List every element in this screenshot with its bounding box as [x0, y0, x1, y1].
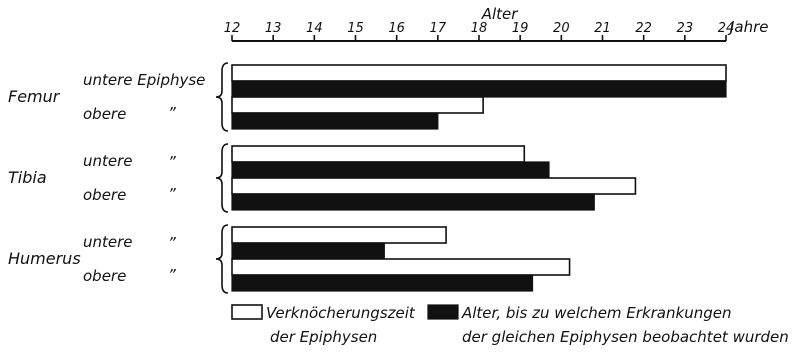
bar-ossification [231, 145, 526, 163]
x-tick-label: 14 [306, 21, 323, 36]
x-axis-title: Alter [481, 5, 519, 23]
legend-label-disease: Alter, bis zu welchem Erkrankungen [461, 304, 731, 322]
x-axis-unit: Jahre [727, 18, 769, 36]
x-tick-label: 21 [594, 21, 611, 36]
x-tick-label: 18 [471, 21, 488, 36]
row-label: untere [83, 152, 133, 170]
bars-layer [231, 64, 727, 292]
group-brace [215, 224, 229, 294]
bar-ossification [231, 226, 447, 244]
legend-label-ossification-2: der Epiphysen [270, 328, 377, 346]
ditto-mark: ” [168, 153, 176, 171]
ditto-mark: ” [168, 104, 176, 122]
bar-ossification [231, 177, 637, 195]
row-label: untere Epiphyse [83, 71, 205, 89]
bar-ossification [231, 96, 484, 114]
x-tick-label: 22 [635, 21, 652, 36]
bar-disease [231, 242, 385, 260]
legend-swatch-disease [427, 304, 459, 320]
x-tick-label: 20 [553, 21, 570, 36]
x-tick-label: 19 [512, 21, 529, 36]
group-label: Femur [8, 87, 61, 106]
bar-ossification [231, 64, 727, 82]
group-brace [215, 62, 229, 132]
x-axis: 12 13 14 15 16 17 18 19 20 21 22 23 24 Alter Jahre [224, 5, 769, 42]
ditto-mark: ” [168, 266, 176, 284]
x-tick-label: 17 [430, 21, 447, 36]
x-tick-label: 23 [677, 21, 694, 36]
legend: Verknöcherungszeit der Epiphysen Alter, bi… [231, 304, 789, 346]
row-label: obere [83, 267, 126, 285]
ditto-mark: ” [168, 234, 176, 252]
legend-swatch-ossification [231, 304, 263, 320]
x-tick-label: 12 [224, 21, 241, 36]
legend-label-ossification: Verknöcherungszeit [266, 304, 416, 322]
ditto-mark: ” [168, 185, 176, 203]
row-label: untere [83, 233, 133, 251]
group-brace [215, 143, 229, 213]
x-tick-label: 24 [718, 21, 735, 36]
bar-disease [231, 193, 595, 211]
x-tick-label: 13 [265, 21, 282, 36]
bar-disease [231, 112, 439, 130]
x-tick-label: 15 [347, 21, 364, 36]
bar-ossification [231, 258, 571, 276]
bar-disease [231, 80, 727, 98]
row-label: obere [83, 186, 126, 204]
group-label: Tibia [8, 168, 47, 187]
legend-label-disease-2: der gleichen Epiphysen beobachtet wurden [462, 328, 789, 346]
group-label: Humerus [8, 249, 81, 268]
bar-disease [231, 161, 550, 179]
bar-disease [231, 274, 534, 292]
row-labels-layer: untere Epiphyse obere ” Femur untere ” obere ” T… [8, 62, 229, 294]
row-label: obere [83, 105, 126, 123]
x-tick-label: 16 [388, 21, 405, 36]
